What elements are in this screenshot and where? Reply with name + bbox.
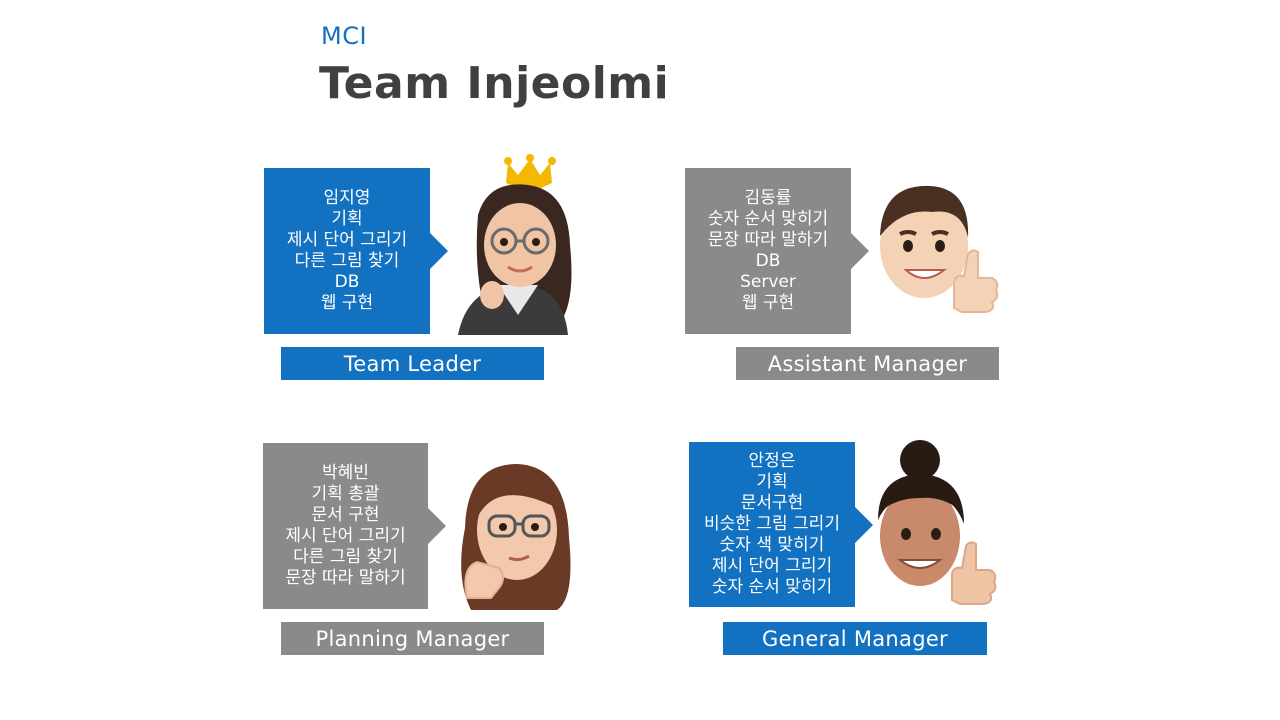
role-label: Team Leader [281,347,544,380]
member-duties-box: 임지영 기획 제시 단어 그리기 다른 그림 찾기 DB 웹 구현 [264,168,448,334]
role-label: Planning Manager [281,622,544,655]
duty-item: 기획 총괄 [311,484,380,504]
brand-label: MCI [321,22,368,50]
role-label: Assistant Manager [736,347,999,380]
duty-item: 웹 구현 [741,293,795,313]
duty-item: 숫자 순서 맞히기 [711,577,833,597]
woman-glasses-crown-avatar [458,154,572,335]
duty-item: 웹 구현 [320,293,374,313]
duty-item: 숫자 색 맞히기 [719,535,825,555]
member-name: 임지영 [323,188,371,208]
duty-item: 제시 단어 그리기 [711,556,833,576]
duty-item: 다른 그림 찾기 [293,547,398,567]
duty-item: 비슷한 그림 그리기 [704,514,840,534]
duty-item: 문서구현 [740,493,804,513]
boy-thumbs-up-avatar [880,185,999,313]
duty-item: 문장 따라 말하기 [285,568,406,588]
duty-item: 기획 [331,209,363,229]
woman-bun-thumbs-up-avatar [878,440,997,605]
duty-item: 문장 따라 말하기 [707,230,829,250]
duty-item: 기획 [756,472,788,492]
duty-item: Server [740,272,796,292]
duty-item: DB [755,251,781,271]
woman-thinking-avatar [461,464,571,610]
duty-item: 숫자 순서 맞히기 [707,209,829,229]
duty-item: 제시 단어 그리기 [285,526,406,546]
member-name: 안정은 [748,451,796,471]
page-title: Team Injeolmi [319,58,670,109]
role-label: General Manager [723,622,987,655]
duty-item: 문서 구현 [311,505,380,525]
duty-item: DB [334,272,360,292]
member-duties-box: 박혜빈 기획 총괄 문서 구현 제시 단어 그리기 다른 그림 찾기 문장 따라… [263,443,446,609]
duty-item: 다른 그림 찾기 [294,251,400,271]
member-duties-box: 김동률 숫자 순서 맞히기 문장 따라 말하기 DB Server 웹 구현 [685,168,869,334]
member-name: 박혜빈 [322,463,369,483]
duty-item: 제시 단어 그리기 [286,230,408,250]
member-duties-box: 안정은 기획 문서구현 비슷한 그림 그리기 숫자 색 맞히기 제시 단어 그리… [689,442,873,607]
member-name: 김동률 [744,188,792,208]
